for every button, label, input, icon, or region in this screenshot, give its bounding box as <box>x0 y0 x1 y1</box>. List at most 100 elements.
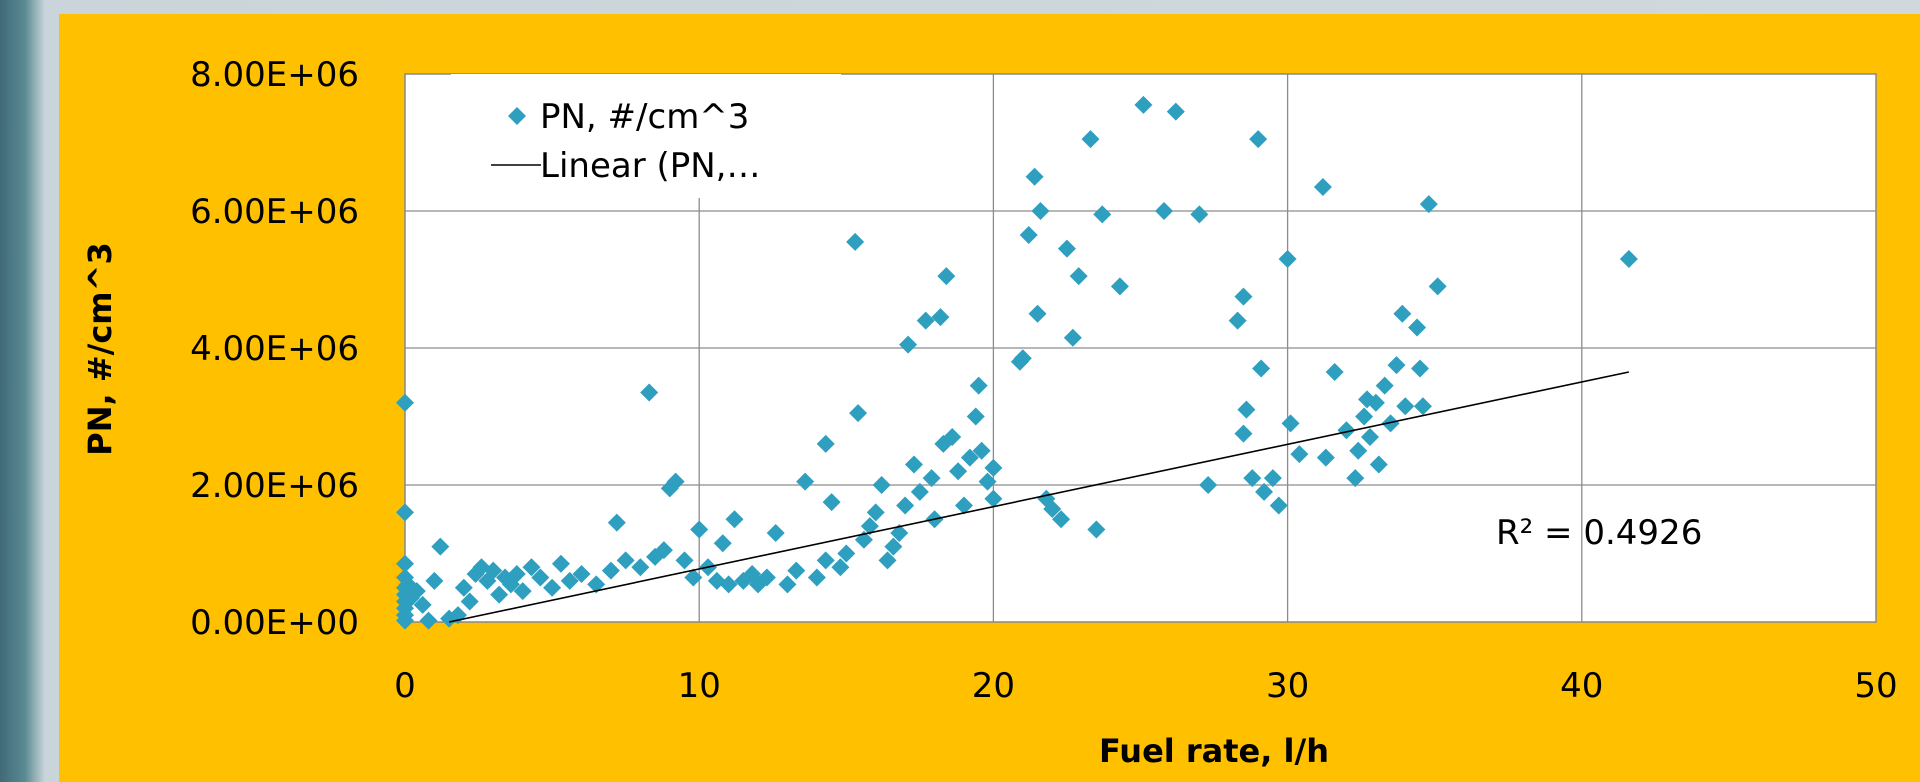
data-point <box>1419 195 1438 214</box>
grid-lines <box>405 74 1876 622</box>
data-point <box>1393 304 1412 323</box>
data-point <box>816 434 835 453</box>
data-point <box>1069 267 1088 286</box>
x-tick-label: 20 <box>972 666 1015 706</box>
data-point <box>822 493 841 512</box>
data-point <box>407 582 426 601</box>
data-point <box>904 455 923 474</box>
data-point <box>1325 362 1344 381</box>
plot-border <box>404 73 1877 623</box>
data-point <box>1360 428 1379 447</box>
data-point <box>910 482 929 501</box>
data-point <box>460 592 479 611</box>
data-point <box>831 558 850 577</box>
data-point <box>601 561 620 580</box>
data-point <box>1410 359 1429 378</box>
data-point <box>1199 476 1218 494</box>
data-point <box>1019 225 1038 244</box>
data-point <box>960 448 979 467</box>
data-point <box>1252 359 1271 378</box>
data-point <box>1263 469 1282 488</box>
data-point <box>522 558 541 577</box>
data-point <box>1316 448 1335 467</box>
data-point <box>454 578 473 597</box>
scatter-chart: 0.00E+00 2.00E+06 4.00E+06 6.00E+06 8.00E+06… <box>81 55 1898 770</box>
data-point <box>796 472 815 491</box>
data-point <box>1413 397 1432 416</box>
data-point <box>931 308 950 327</box>
data-point <box>1043 499 1062 518</box>
y-tick-label: 0.00E+00 <box>190 603 359 643</box>
r-squared-label: R² = 0.4926 <box>1496 513 1702 553</box>
data-point <box>572 565 591 584</box>
data-point <box>1375 376 1394 395</box>
data-point <box>1234 424 1253 443</box>
data-point <box>969 376 988 395</box>
data-point <box>1234 287 1253 306</box>
data-point <box>616 551 635 570</box>
x-tick-label: 30 <box>1266 666 1309 706</box>
data-point <box>666 472 685 491</box>
data-point <box>1025 167 1044 186</box>
data-point <box>1052 510 1071 529</box>
data-point <box>922 469 941 488</box>
data-point <box>778 575 797 594</box>
data-point <box>1013 349 1032 368</box>
data-point <box>396 611 414 630</box>
x-tick-label: 50 <box>1854 666 1897 706</box>
data-point <box>713 534 732 553</box>
data-point <box>984 458 1003 477</box>
data-point <box>543 578 562 597</box>
data-point <box>846 232 865 251</box>
data-point <box>690 520 709 539</box>
y-tick-label: 6.00E+06 <box>190 192 359 232</box>
y-tick-label: 8.00E+06 <box>190 55 359 95</box>
data-point <box>490 585 509 604</box>
data-point <box>507 565 526 584</box>
data-point <box>1190 205 1209 224</box>
data-point <box>1387 356 1406 375</box>
data-point <box>413 595 432 614</box>
data-point <box>1057 239 1076 258</box>
data-point <box>1346 469 1365 488</box>
data-point <box>1228 311 1247 330</box>
data-point <box>419 611 438 630</box>
data-point <box>654 541 673 560</box>
data-point <box>866 503 885 522</box>
data-point <box>787 561 806 580</box>
data-point <box>872 476 891 494</box>
data-point <box>531 568 550 587</box>
data-point <box>484 561 503 580</box>
data-point <box>1278 249 1297 268</box>
data-point <box>1428 277 1447 296</box>
data-point <box>631 558 650 577</box>
data-point <box>1281 414 1300 433</box>
data-point <box>1313 178 1332 197</box>
data-point <box>1087 520 1106 539</box>
data-point <box>943 428 962 447</box>
data-point <box>431 537 450 556</box>
data-point <box>766 523 785 542</box>
data-point <box>1366 393 1385 412</box>
y-tick-label: 4.00E+06 <box>190 329 359 369</box>
data-point <box>684 568 703 587</box>
data-point <box>640 383 659 402</box>
data-point <box>1243 469 1262 488</box>
data-point <box>587 575 606 594</box>
data-point <box>1255 482 1274 501</box>
data-point <box>1237 400 1256 419</box>
data-point <box>816 551 835 570</box>
data-point <box>560 571 579 590</box>
data-point <box>916 311 935 330</box>
data-point <box>954 496 973 515</box>
x-axis-ticks: 0 10 20 30 40 50 <box>394 666 1897 706</box>
data-point <box>949 462 968 481</box>
data-point <box>878 551 897 570</box>
y-axis-title: PN, #/cm^3 <box>81 242 119 455</box>
data-point <box>1381 414 1400 433</box>
data-point <box>1619 249 1638 268</box>
data-point <box>1155 202 1174 220</box>
legend-marker-icon <box>508 107 526 125</box>
data-point <box>425 571 444 590</box>
data-point <box>860 517 879 536</box>
